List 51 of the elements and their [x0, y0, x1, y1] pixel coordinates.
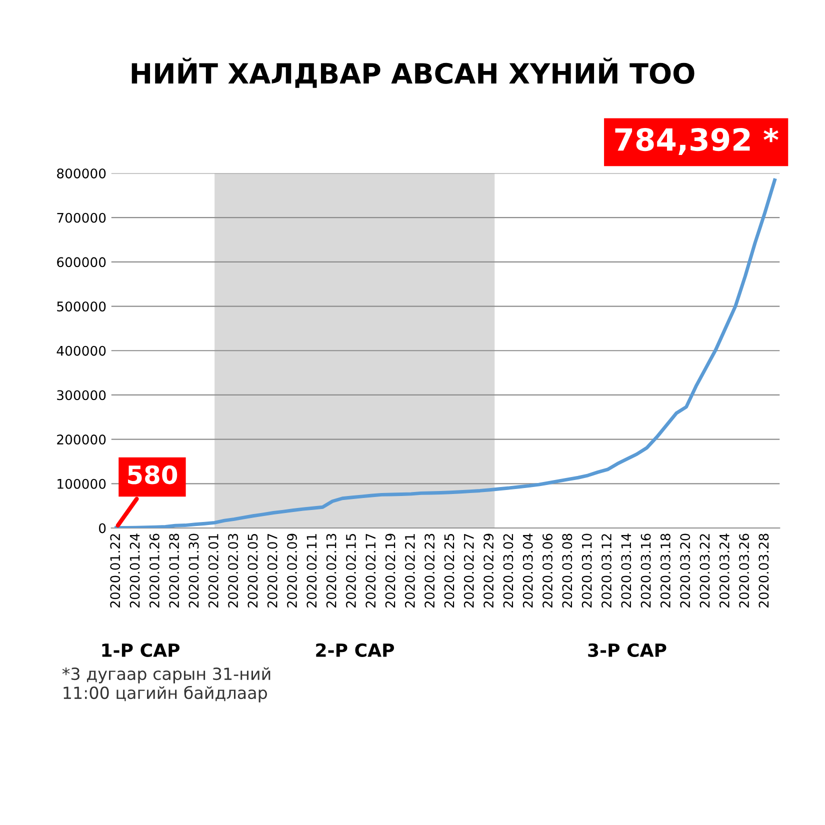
x-tick-label: 2020.01.24 [130, 534, 140, 608]
x-tick-label: 2020.02.09 [287, 534, 298, 608]
x-tick-label: 2020.02.15 [346, 534, 356, 608]
x-tick-label: 2020.03.06 [542, 534, 553, 608]
x-tick-label: 2020.03.20 [680, 534, 690, 608]
x-tick-label: 2020.02.07 [267, 534, 278, 608]
y-tick-label: 800000 [57, 168, 106, 178]
y-tick-label: 100000 [58, 478, 106, 489]
line-series [114, 178, 776, 528]
x-tick-label: 2020.02.11 [306, 534, 317, 608]
x-tick-label: 2020.03.22 [700, 534, 710, 608]
text: 2-Р САР [316, 643, 394, 657]
y-tick-label: 600000 [57, 257, 106, 268]
text: 784,392 * [615, 128, 778, 155]
y-tick-label: 400000 [56, 346, 106, 356]
x-tick-label: 2020.03.26 [739, 534, 750, 608]
x-tick-label: 2020.03.12 [601, 534, 612, 608]
x-tick-label: 2020.02.05 [248, 534, 258, 608]
x-tick-label: 2020.02.17 [366, 534, 376, 608]
x-tick-label: 2020.02.25 [444, 534, 454, 608]
text: 1-Р САР [102, 643, 180, 657]
x-tick-label: 2020.03.14 [621, 534, 632, 608]
chart-title: НИЙТ ХАЛДВАР АВСАН ХҮНИЙ ТОО [132, 58, 694, 88]
y-tick-label: 300000 [57, 390, 106, 400]
annotation: 580 [128, 465, 178, 484]
y-tick-label: 700000 [57, 212, 106, 223]
x-tick-label: 2020.02.19 [385, 534, 396, 608]
x-tick-label: 2020.03.18 [660, 534, 670, 608]
y-tick-label: 0 [98, 523, 106, 534]
x-tick-label: 2020.02.23 [424, 534, 435, 608]
x-tick-label: 2020.01.28 [169, 534, 180, 608]
x-tick-label: 2020.02.01 [208, 534, 218, 608]
text: *3 дугаар сарын 31-ний 11:00 цагийн байдлаар [62, 667, 270, 702]
x-tick-label: 2020.03.04 [522, 534, 533, 608]
x-tick-label: 2020.02.29 [484, 534, 494, 608]
y-tick-label: 500000 [57, 302, 106, 312]
x-tick-label: 2020.03.28 [758, 534, 769, 608]
x-tick-label: 2020.01.22 [110, 534, 120, 608]
x-tick-label: 2020.02.13 [326, 534, 336, 608]
x-tick-label: 2020.02.03 [228, 534, 238, 608]
x-tick-label: 2020.03.10 [582, 534, 592, 608]
x-tick-label: 2020.01.30 [188, 534, 199, 608]
x-tick-label: 2020.01.26 [149, 534, 160, 608]
x-tick-label: 2020.03.08 [562, 534, 572, 608]
y-tick-label: 200000 [57, 434, 106, 445]
x-tick-label: 2020.03.24 [719, 534, 730, 608]
x-tick-label: 2020.02.21 [404, 534, 415, 608]
x-tick-label: 2020.03.02 [503, 534, 514, 608]
text: 3-Р САР [588, 643, 666, 657]
x-tick-label: 2020.02.27 [464, 534, 474, 608]
x-tick-label: 2020.03.16 [640, 534, 651, 608]
